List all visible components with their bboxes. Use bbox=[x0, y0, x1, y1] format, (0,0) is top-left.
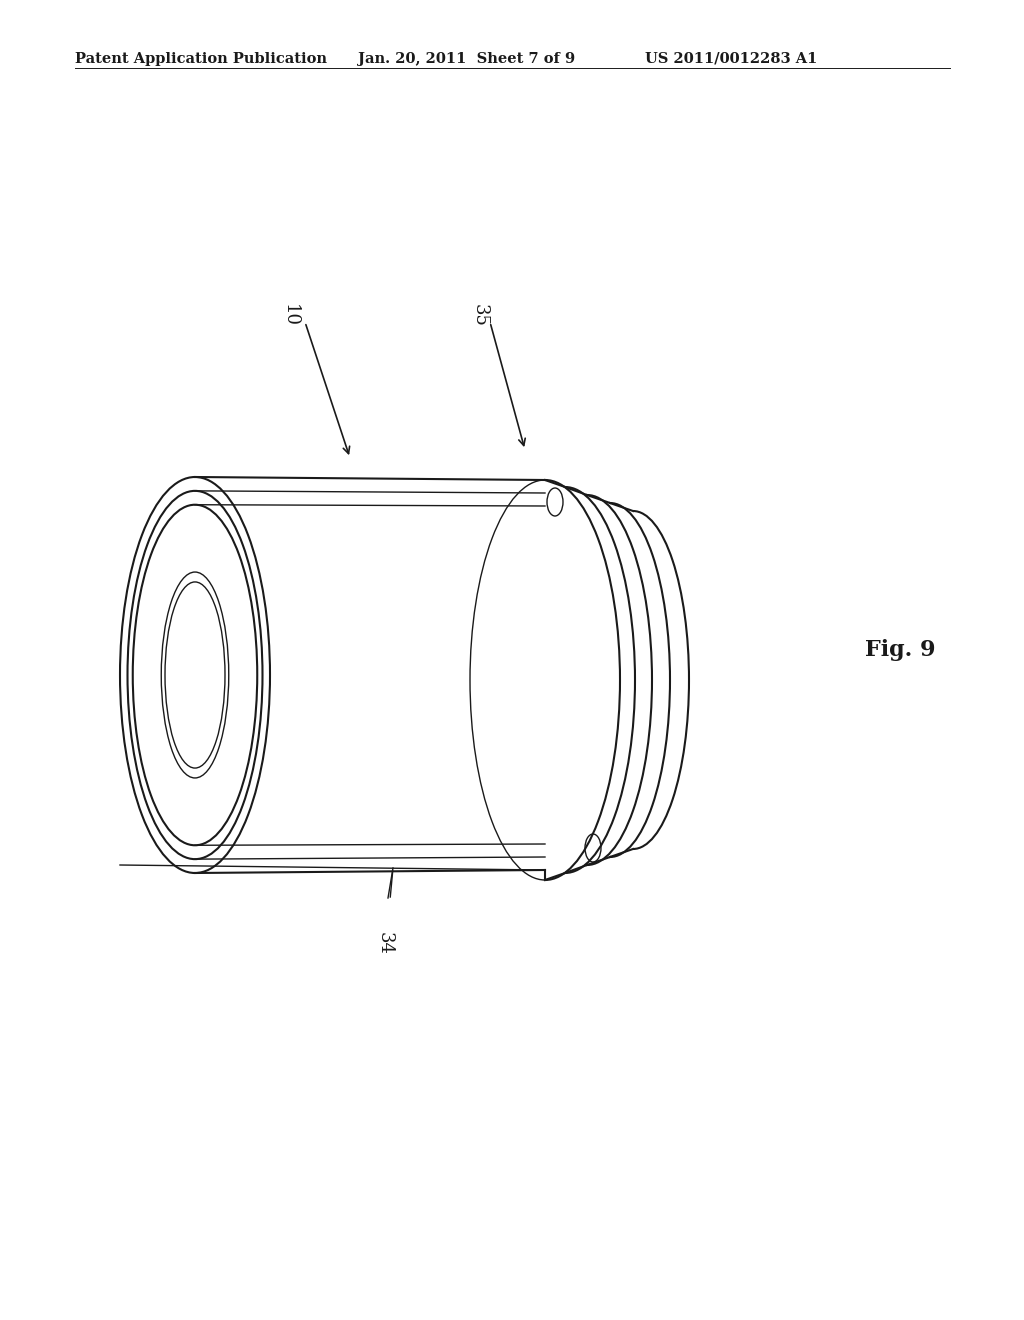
Text: 10: 10 bbox=[281, 304, 299, 326]
Text: Fig. 9: Fig. 9 bbox=[864, 639, 935, 661]
Text: 34: 34 bbox=[376, 932, 394, 954]
Text: Patent Application Publication: Patent Application Publication bbox=[75, 51, 327, 66]
Text: 35: 35 bbox=[471, 304, 489, 326]
Text: US 2011/0012283 A1: US 2011/0012283 A1 bbox=[645, 51, 817, 66]
Text: Jan. 20, 2011  Sheet 7 of 9: Jan. 20, 2011 Sheet 7 of 9 bbox=[358, 51, 575, 66]
